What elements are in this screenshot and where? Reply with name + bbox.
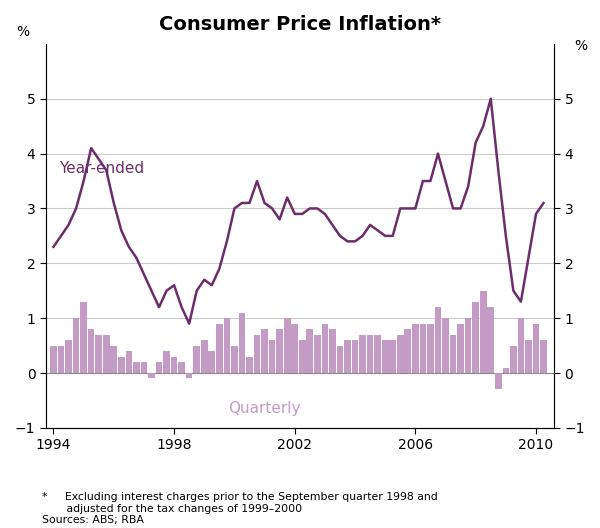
Bar — [58, 346, 64, 373]
Bar — [382, 340, 389, 373]
Bar — [246, 356, 253, 373]
Bar — [224, 318, 230, 373]
Bar — [193, 346, 200, 373]
Bar — [118, 356, 125, 373]
Bar — [50, 346, 57, 373]
Title: Consumer Price Inflation*: Consumer Price Inflation* — [159, 15, 441, 34]
Bar — [359, 335, 366, 373]
Bar — [186, 373, 193, 379]
Bar — [269, 340, 275, 373]
Bar — [337, 346, 343, 373]
Bar — [231, 346, 238, 373]
Bar — [540, 340, 547, 373]
Bar — [110, 346, 117, 373]
Bar — [450, 335, 457, 373]
Bar — [442, 318, 449, 373]
Text: Quarterly: Quarterly — [229, 401, 301, 416]
Bar — [427, 324, 434, 373]
Bar — [171, 356, 178, 373]
Bar — [140, 362, 147, 373]
Bar — [533, 324, 539, 373]
Bar — [155, 362, 163, 373]
Bar — [208, 351, 215, 373]
Bar — [277, 329, 283, 373]
Bar — [292, 324, 298, 373]
Bar — [404, 329, 411, 373]
Bar — [254, 335, 260, 373]
Bar — [495, 373, 502, 390]
Bar — [299, 340, 305, 373]
Bar — [73, 318, 79, 373]
Bar — [329, 329, 336, 373]
Bar — [457, 324, 464, 373]
Bar — [434, 307, 441, 373]
Bar — [518, 318, 524, 373]
Bar — [465, 318, 472, 373]
Bar — [95, 335, 102, 373]
Bar — [65, 340, 72, 373]
Bar — [344, 340, 351, 373]
Bar — [261, 329, 268, 373]
Bar — [314, 335, 320, 373]
Bar — [412, 324, 419, 373]
Bar — [503, 367, 509, 373]
Bar — [397, 335, 404, 373]
Bar — [178, 362, 185, 373]
Bar — [103, 335, 110, 373]
Bar — [80, 301, 87, 373]
Bar — [472, 301, 479, 373]
Bar — [88, 329, 94, 373]
Text: Year-ended: Year-ended — [59, 161, 145, 176]
Bar — [163, 351, 170, 373]
Bar — [389, 340, 396, 373]
Bar — [374, 335, 381, 373]
Bar — [239, 313, 245, 373]
Bar — [201, 340, 208, 373]
Bar — [322, 324, 328, 373]
Bar — [510, 346, 517, 373]
Bar — [352, 340, 358, 373]
Text: *     Excluding interest charges prior to the September quarter 1998 and
       : * Excluding interest charges prior to th… — [42, 492, 438, 525]
Bar — [367, 335, 373, 373]
Bar — [419, 324, 426, 373]
Bar — [307, 329, 313, 373]
Bar — [480, 291, 487, 373]
Bar — [148, 373, 155, 379]
Y-axis label: %: % — [16, 25, 29, 39]
Bar — [216, 324, 223, 373]
Bar — [133, 362, 140, 373]
Bar — [125, 351, 132, 373]
Bar — [525, 340, 532, 373]
Bar — [284, 318, 290, 373]
Bar — [487, 307, 494, 373]
Y-axis label: %: % — [574, 39, 587, 53]
